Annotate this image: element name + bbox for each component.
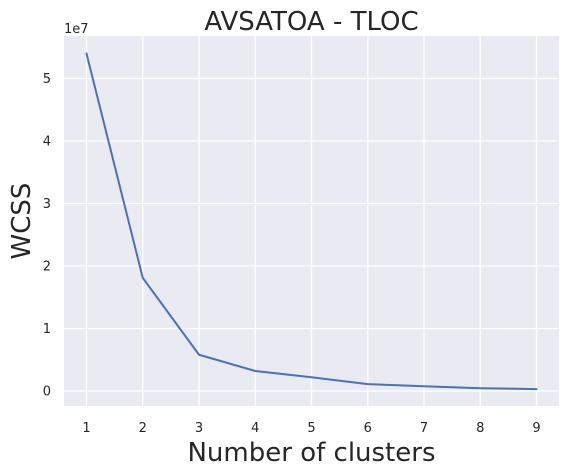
x-tick-label: 3 — [195, 421, 203, 436]
series-layer — [85, 52, 538, 391]
y-axis-offset-label: 1e7 — [64, 22, 89, 37]
y-axis-ticks: 0 1 2 3 4 5 — [43, 72, 51, 400]
y-tick-label: 4 — [43, 135, 51, 150]
wcss-series-line — [85, 52, 538, 391]
x-tick-label: 2 — [139, 421, 147, 436]
y-tick-label: 1 — [43, 322, 51, 337]
x-tick-label: 7 — [420, 421, 428, 436]
x-tick-label: 4 — [251, 421, 259, 436]
x-tick-label: 1 — [82, 421, 90, 436]
y-tick-label: 0 — [43, 385, 51, 400]
grid-lines — [64, 36, 559, 406]
chart-title: AVSATOA - TLOC — [204, 7, 418, 37]
x-tick-label: 6 — [364, 421, 372, 436]
y-axis-label: WCSS — [7, 183, 37, 260]
x-tick-label: 5 — [307, 421, 315, 436]
x-axis-ticks: 1 2 3 4 5 6 7 8 9 — [82, 421, 540, 436]
x-tick-label: 9 — [532, 421, 540, 436]
y-tick-label: 2 — [43, 260, 51, 275]
y-tick-label: 3 — [43, 197, 51, 212]
x-tick-label: 8 — [476, 421, 484, 436]
x-axis-label: Number of clusters — [187, 438, 435, 468]
y-tick-label: 5 — [43, 72, 51, 87]
